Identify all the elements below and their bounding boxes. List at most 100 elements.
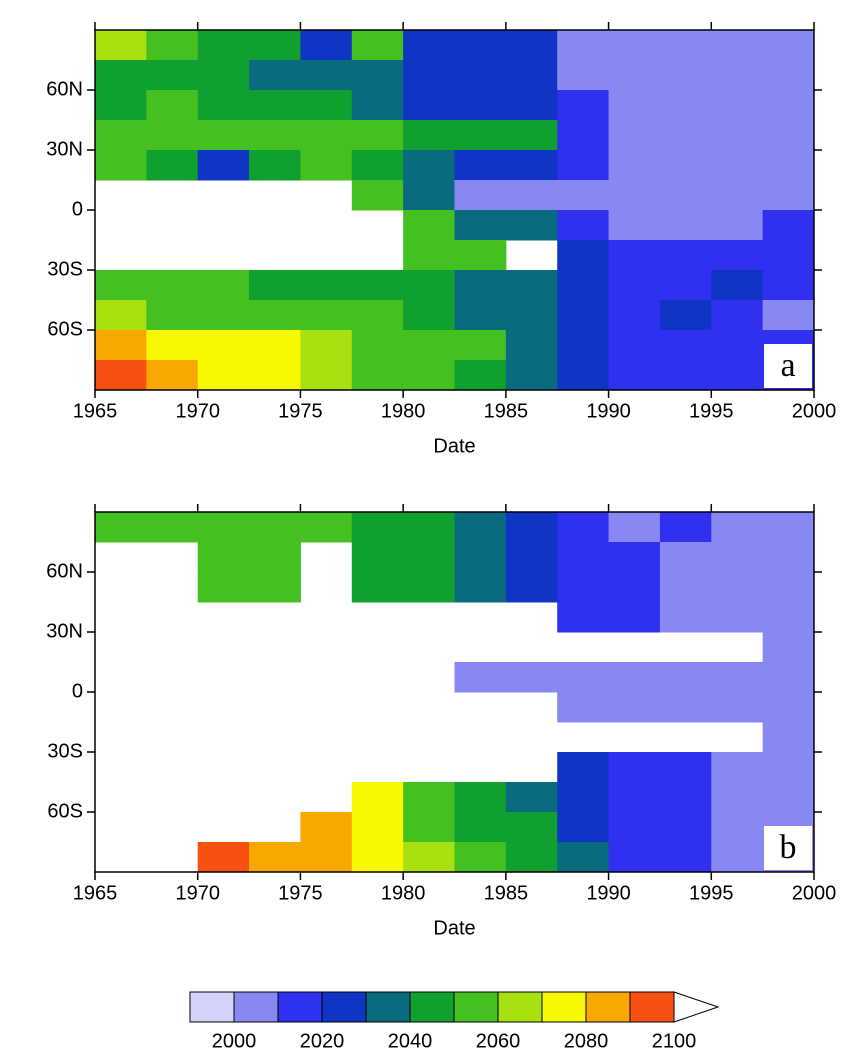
- contour-cell: [762, 632, 815, 663]
- contour-cell: [403, 90, 455, 121]
- contour-cell: [608, 180, 661, 211]
- colorbar-tick-label: 2000: [212, 1030, 257, 1052]
- contour-cell: [454, 150, 507, 181]
- contour-cell: [249, 90, 301, 121]
- contour-cell: [403, 240, 455, 271]
- contour-cell: [659, 90, 712, 121]
- contour-cell: [403, 270, 455, 301]
- contour-cell: [454, 662, 507, 693]
- colorbar-tick-label: 2100: [652, 1030, 697, 1052]
- contour-cell: [557, 180, 610, 211]
- colorbar-box: [277, 991, 323, 1023]
- contour-cell: [454, 30, 507, 61]
- colorbar-tick-label: 2080: [564, 1030, 609, 1052]
- y-tick-label: 0: [72, 680, 83, 702]
- x-tick-label: 1975: [278, 882, 323, 904]
- contour-cell: [146, 300, 199, 331]
- contour-cell: [762, 30, 815, 61]
- contour-cell: [762, 572, 815, 603]
- contour-cell: [659, 662, 712, 693]
- x-tick-label: 1975: [278, 400, 323, 422]
- contour-cell: [659, 812, 712, 843]
- contour-cell: [659, 692, 712, 723]
- contour-cell: [249, 150, 301, 181]
- x-tick-label: 1980: [381, 400, 426, 422]
- contour-cell: [608, 842, 661, 873]
- contour-cell: [711, 512, 764, 543]
- contour-cell: [659, 270, 712, 301]
- contour-cell: [505, 150, 558, 181]
- contour-cell: [300, 300, 353, 331]
- contour-cell: [659, 752, 712, 783]
- contour-cell: [711, 90, 764, 121]
- y-tick-label: 30S: [47, 740, 83, 762]
- contour-cell: [454, 60, 507, 91]
- contour-cell: [557, 842, 610, 873]
- contour-cell: [403, 812, 455, 843]
- contour-cell: [505, 782, 558, 813]
- x-tick-label: 1980: [381, 882, 426, 904]
- contour-cell: [146, 270, 199, 301]
- contour-cell: [557, 812, 610, 843]
- x-tick-label: 1965: [73, 882, 118, 904]
- contour-cell: [659, 572, 712, 603]
- contour-cell: [608, 300, 661, 331]
- x-tick-label: 1970: [175, 882, 220, 904]
- contour-cell: [762, 150, 815, 181]
- contour-cell: [557, 150, 610, 181]
- contour-cell: [711, 782, 764, 813]
- contour-cell: [608, 542, 661, 573]
- contour-cell: [249, 120, 301, 151]
- contour-cell: [608, 360, 661, 391]
- contour-cell: [403, 120, 455, 151]
- contour-cell: [454, 572, 507, 603]
- colorbar-box: [189, 991, 235, 1023]
- contour-cell: [711, 812, 764, 843]
- contour-cell: [351, 300, 404, 331]
- contour-cell: [249, 542, 301, 573]
- contour-cell: [146, 330, 199, 361]
- contour-cell: [351, 542, 404, 573]
- contour-cell: [762, 90, 815, 121]
- x-axis-label: Date: [433, 917, 475, 939]
- contour-cell: [557, 330, 610, 361]
- contour-cell: [711, 180, 764, 211]
- contour-cell: [300, 150, 353, 181]
- contour-cell: [608, 692, 661, 723]
- x-tick-label: 2000: [792, 882, 837, 904]
- contour-cell: [608, 270, 661, 301]
- colorbar-tick-label: 2020: [300, 1030, 345, 1052]
- contour-cell: [197, 542, 250, 573]
- contour-cell: [557, 662, 610, 693]
- colorbar-box: [321, 991, 367, 1023]
- contour-cell: [146, 512, 199, 543]
- x-tick-label: 1965: [73, 400, 118, 422]
- contour-cell: [95, 330, 147, 361]
- contour-cell: [608, 662, 661, 693]
- contour-cell: [711, 330, 764, 361]
- contour-cell: [505, 662, 558, 693]
- contour-cell: [454, 90, 507, 121]
- colorbar-triangle: [673, 991, 720, 1023]
- contour-cell: [557, 30, 610, 61]
- contour-cell: [454, 300, 507, 331]
- contour-cell: [659, 30, 712, 61]
- contour-cell: [197, 120, 250, 151]
- contour-cell: [659, 542, 712, 573]
- contour-cell: [95, 360, 147, 391]
- contour-cell: [711, 270, 764, 301]
- contour-cell: [454, 512, 507, 543]
- contour-cell: [505, 120, 558, 151]
- contour-cell: [557, 572, 610, 603]
- colorbar-box: [233, 991, 279, 1023]
- contour-cell: [659, 512, 712, 543]
- contour-cell: [454, 812, 507, 843]
- contour-cell: [403, 150, 455, 181]
- contour-cell: [249, 330, 301, 361]
- x-tick-label: 1995: [689, 882, 734, 904]
- panel-label-box: [764, 344, 812, 388]
- contour-cell: [608, 330, 661, 361]
- contour-cell: [711, 30, 764, 61]
- contour-cell: [659, 150, 712, 181]
- contour-cell: [454, 330, 507, 361]
